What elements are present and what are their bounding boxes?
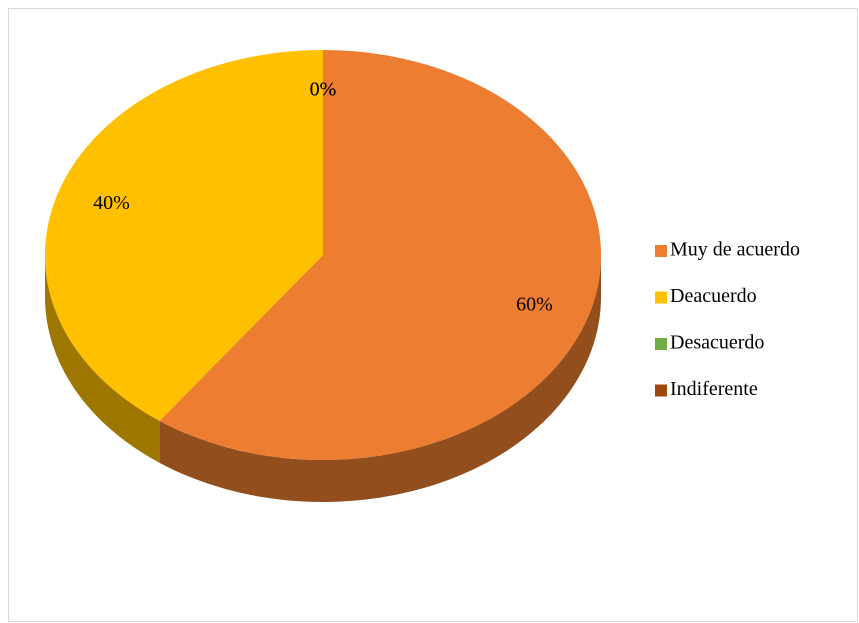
legend-label: Deacuerdo bbox=[670, 285, 757, 307]
data-label: 0% bbox=[310, 79, 337, 101]
data-label: 40% bbox=[93, 192, 130, 214]
legend-label: Indiferente bbox=[670, 378, 758, 400]
legend-swatch bbox=[655, 384, 667, 397]
legend-label: Muy de acuerdo bbox=[670, 239, 800, 261]
legend-swatch bbox=[655, 338, 667, 350]
pie-slice bbox=[159, 50, 602, 461]
pie-side bbox=[159, 255, 601, 502]
data-label: 0% bbox=[310, 79, 337, 101]
pie-side bbox=[45, 255, 160, 463]
legend-label: Desacuerdo bbox=[670, 332, 764, 354]
data-label: 60% bbox=[516, 293, 553, 315]
legend-swatch bbox=[655, 291, 667, 304]
pie-slice bbox=[45, 50, 323, 421]
legend-swatch bbox=[655, 245, 667, 257]
